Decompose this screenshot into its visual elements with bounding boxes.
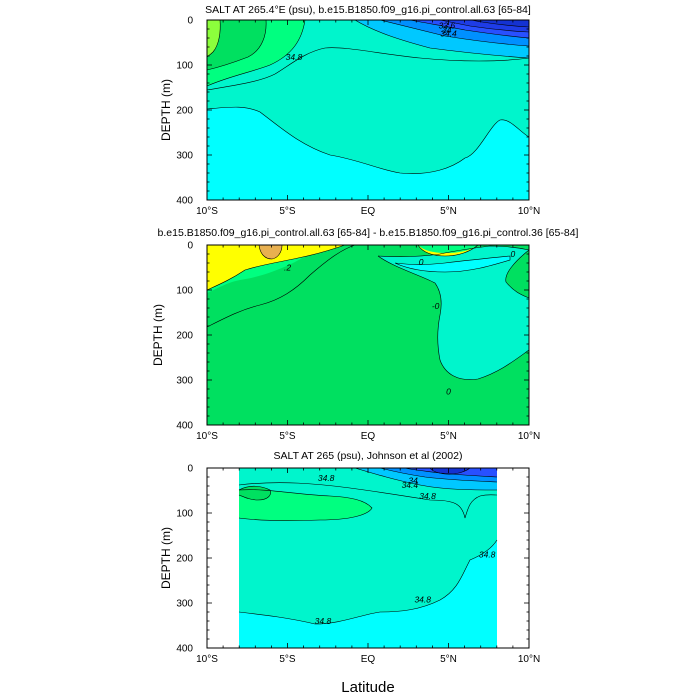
y-tick-label: 200 [176,331,193,342]
contour-label: 34.8 [286,52,303,62]
contour-label: 34.4 [402,480,419,490]
panel-2-title: b.e15.B1850.f09_g16.pi_control.all.63 [6… [158,227,579,239]
x-tick-label: 5°S [279,431,296,442]
contour-label: 34 [408,476,418,486]
x-tick-label: 10°N [518,431,540,442]
contour-label: 34.8 [318,473,335,483]
panel-2: b.e15.B1850.f09_g16.pi_control.all.63 [6… [151,227,579,442]
contour-label: 33.6 [439,20,456,30]
p2-band-pos0.3 [259,245,282,259]
p1-band-34.6 [207,20,267,70]
contour-label: 0 [511,249,516,259]
y-tick-label: 0 [187,464,193,475]
panel-3-xlabel: Latitude [341,679,394,696]
contour-label: -0 [432,301,440,311]
panel-3-plot [206,467,530,649]
panel-2-plot [206,244,530,426]
x-tick-label: 5°N [440,206,457,217]
y-tick-label: 100 [176,286,193,297]
x-tick-label: 5°S [279,206,296,217]
x-tick-label: 10°S [196,206,218,217]
panel-1-plot [206,19,530,201]
y-tick-label: 200 [176,554,193,565]
x-tick-label: EQ [361,654,376,665]
contour-label: 34.8 [414,594,431,604]
y-tick-label: 100 [176,61,193,72]
contour-label: 0 [419,257,424,267]
x-tick-label: 5°N [440,654,457,665]
p2-band-pos-right [505,250,529,298]
contour-label: 34.4 [440,29,457,39]
x-tick-label: EQ [361,431,376,442]
x-tick-label: EQ [361,206,376,217]
y-tick-label: 400 [176,644,193,655]
x-tick-label: 10°N [518,654,540,665]
contour-label: .2 [284,263,291,273]
x-tick-label: 10°N [518,206,540,217]
x-tick-label: 5°S [279,654,296,665]
p1-band-33.6 [470,20,529,27]
x-tick-label: 5°N [440,431,457,442]
y-tick-label: 0 [187,16,193,27]
x-tick-label: 10°S [196,654,218,665]
contour-label: 34.8 [479,549,496,559]
panel-1: SALT AT 265.4°E (psu), b.e15.B1850.f09_g… [159,4,540,217]
p1-band-34.5 [207,20,221,57]
y-tick-label: 400 [176,196,193,207]
panel-1-title: SALT AT 265.4°E (psu), b.e15.B1850.f09_g… [205,4,531,16]
panel-1-ylabel: DEPTH (m) [159,79,173,141]
y-tick-label: 100 [176,509,193,520]
contour-label: 34.8 [419,491,436,501]
panel-3-ticks: 10°S 5°S EQ 5°N 10°N 0 100 200 300 400 [176,464,540,666]
panel-3-title: SALT AT 265 (psu), Johnson et al (2002) [274,450,463,462]
panel-1-ticks: 10°S 5°S EQ 5°N 10°N 0 100 200 300 400 [176,16,540,218]
p2-band-pos-top-in [418,245,478,253]
panel-3-ylabel: DEPTH (m) [159,527,173,589]
y-tick-label: 300 [176,599,193,610]
contour-label: 34 [442,25,452,35]
y-tick-label: 300 [176,151,193,162]
p3-band-34.7 [239,489,372,521]
y-tick-label: 300 [176,376,193,387]
panel-2-ylabel: DEPTH (m) [151,304,165,366]
panel-2-ticks: 10°S 5°S EQ 5°N 10°N 0 100 200 300 400 [176,241,540,443]
p2-band-neg-west [378,246,529,380]
panel-2-contour-labels: .2 0 0 -0 0 [284,249,516,396]
y-tick-label: 0 [187,241,193,252]
p1-band-34.8 [207,20,529,174]
panel-3: SALT AT 265 (psu), Johnson et al (2002) [159,450,540,696]
p2-band-neg-east [395,256,510,272]
y-tick-label: 200 [176,106,193,117]
y-tick-label: 400 [176,421,193,432]
contour-label: 34.8 [315,616,332,626]
x-tick-label: 10°S [196,431,218,442]
contour-label: 0 [446,386,451,396]
p2-band-pos0.2 [207,245,345,290]
